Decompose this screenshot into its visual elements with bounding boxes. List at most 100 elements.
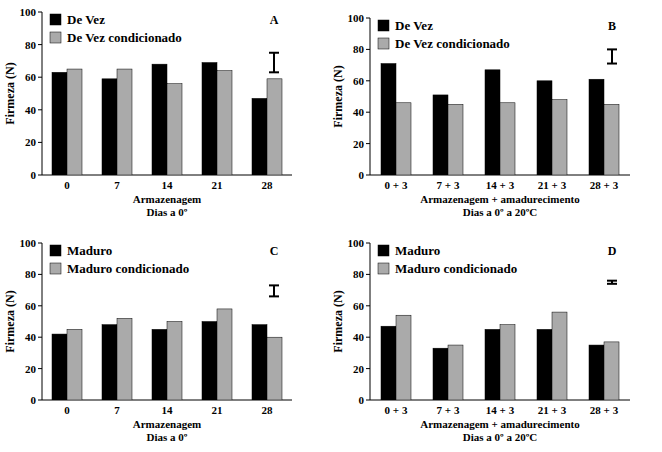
legend-swatch (50, 14, 61, 25)
y-tick-label: 40 (353, 331, 365, 343)
legend-label: Maduro condicionado (67, 261, 189, 276)
bar (485, 70, 500, 175)
y-tick (366, 112, 370, 113)
figure: 020406080100Firmeza (N)07142128Armazenag… (0, 0, 662, 452)
bar (67, 69, 82, 175)
bar (396, 103, 411, 175)
y-tick (38, 337, 42, 338)
legend-swatch (50, 263, 61, 274)
lsd-cap (269, 52, 279, 54)
bar (589, 345, 604, 400)
y-tick (38, 109, 42, 110)
x-tick-label: 14 (162, 179, 174, 191)
bar (117, 318, 132, 400)
legend-label: De Vez (67, 12, 105, 27)
y-tick (366, 274, 370, 275)
bar (537, 329, 552, 400)
bar (448, 345, 463, 400)
bar (52, 72, 67, 175)
x-tick-label: 0 (64, 179, 70, 191)
x-axis-label: Armazenagem + amadurecimento (420, 193, 580, 205)
x-tick-label: 21 (212, 404, 223, 416)
x-tick-label: 0 + 3 (385, 404, 408, 416)
legend-label: Maduro (67, 243, 112, 258)
bar (500, 325, 515, 400)
y-tick-label: 80 (353, 43, 365, 55)
y-tick (38, 44, 42, 45)
lsd-bar (607, 281, 617, 284)
bar (537, 81, 552, 175)
y-tick (366, 305, 370, 306)
bar (152, 64, 167, 175)
legend-label: Maduro (395, 243, 440, 258)
lsd-stem (273, 285, 275, 296)
y-axis-label: Firmeza (N) (331, 65, 345, 127)
lsd-cap (607, 280, 617, 282)
bar (433, 95, 448, 175)
legend-swatch (378, 38, 389, 49)
lsd-bar (607, 49, 617, 63)
x-tick-label: 14 + 3 (486, 179, 515, 191)
bar (500, 103, 515, 175)
y-tick-label: 40 (353, 106, 365, 118)
x-axis-label: Dias a 0º a 20ºC (463, 206, 538, 218)
bars (52, 63, 282, 175)
x-tick-label: 28 + 3 (590, 404, 619, 416)
x-axis-label: Armazenagem (133, 193, 201, 205)
y-axis-label: Firmeza (N) (3, 62, 17, 124)
bar (433, 348, 448, 400)
x-axis-label: Armazenagem + amadurecimento (420, 418, 580, 430)
y-axis-label: Firmeza (N) (331, 290, 345, 352)
y-tick-label: 0 (359, 394, 365, 406)
lsd-stem (611, 49, 613, 63)
bar (589, 79, 604, 175)
bar (102, 79, 117, 175)
bar (604, 342, 619, 400)
x-tick-label: 7 + 3 (437, 404, 460, 416)
legend-swatch (378, 20, 389, 31)
y-tick (38, 368, 42, 369)
panel-label: B (608, 19, 616, 33)
y-tick-label: 0 (31, 169, 37, 181)
bar (396, 315, 411, 400)
y-tick (366, 400, 370, 401)
panel: 020406080100Firmeza (N)0 + 37 + 314 + 32… (331, 12, 630, 218)
bar (252, 98, 267, 175)
y-tick (366, 337, 370, 338)
panel: 020406080100Firmeza (N)07142128Armazenag… (3, 6, 292, 218)
bar (202, 322, 217, 401)
x-axis-label: Armazenagem (133, 418, 201, 430)
y-tick-label: 80 (25, 268, 37, 280)
y-tick (366, 18, 370, 19)
y-tick (366, 368, 370, 369)
bar (167, 322, 182, 401)
legend-swatch (378, 245, 389, 256)
y-tick (38, 243, 42, 244)
y-tick-label: 100 (348, 237, 365, 249)
y-tick-label: 40 (25, 331, 37, 343)
y-tick (38, 175, 42, 176)
legend-swatch (378, 263, 389, 274)
y-tick-label: 60 (353, 75, 365, 87)
bar (485, 329, 500, 400)
y-tick-label: 80 (353, 268, 365, 280)
bar (381, 326, 396, 400)
legend-label: De Vez (395, 18, 433, 33)
x-tick-label: 14 (162, 404, 174, 416)
y-axis-label: Firmeza (N) (3, 290, 17, 352)
x-tick-label: 0 + 3 (385, 179, 408, 191)
y-tick (366, 49, 370, 50)
y-tick-label: 0 (31, 394, 37, 406)
y-tick (366, 80, 370, 81)
lsd-stem (273, 53, 275, 73)
panel-label: A (270, 13, 279, 27)
bars (381, 312, 619, 400)
lsd-bar (269, 285, 279, 296)
y-tick (38, 400, 42, 401)
bars (52, 309, 282, 400)
lsd-cap (269, 71, 279, 73)
bars (381, 64, 619, 175)
panel-label: C (270, 244, 279, 258)
x-tick-label: 21 + 3 (538, 179, 567, 191)
x-tick-label: 28 (262, 404, 274, 416)
